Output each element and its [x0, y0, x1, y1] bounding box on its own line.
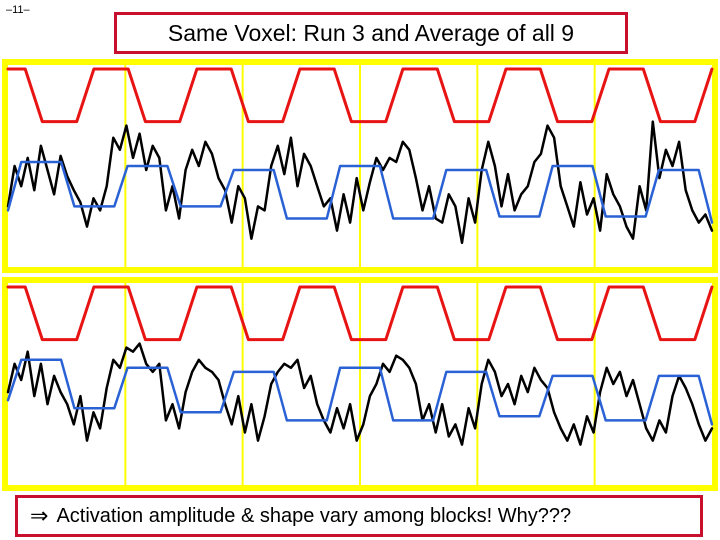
data-timeseries-line [6, 120, 714, 245]
model-fit-line [6, 358, 714, 426]
caption-box: ⇒ Activation amplitude & shape vary amon… [15, 495, 703, 537]
slide-number: –11– [6, 4, 30, 16]
chart-panel-average [2, 277, 718, 491]
chart-run-3 [6, 65, 714, 267]
stimulus-timing-line [6, 285, 714, 342]
title-box: Same Voxel: Run 3 and Average of all 9 [114, 12, 628, 54]
chart-panel-run-3 [2, 59, 718, 273]
stimulus-timing-line [6, 67, 714, 124]
implies-arrow-icon: ⇒ [30, 503, 49, 528]
slide-title: Same Voxel: Run 3 and Average of all 9 [167, 19, 575, 46]
data-timeseries-line [6, 342, 714, 446]
model-fit-line [6, 160, 714, 224]
caption-text: Activation amplitude & shape vary among … [56, 504, 572, 527]
chart-average [6, 283, 714, 485]
